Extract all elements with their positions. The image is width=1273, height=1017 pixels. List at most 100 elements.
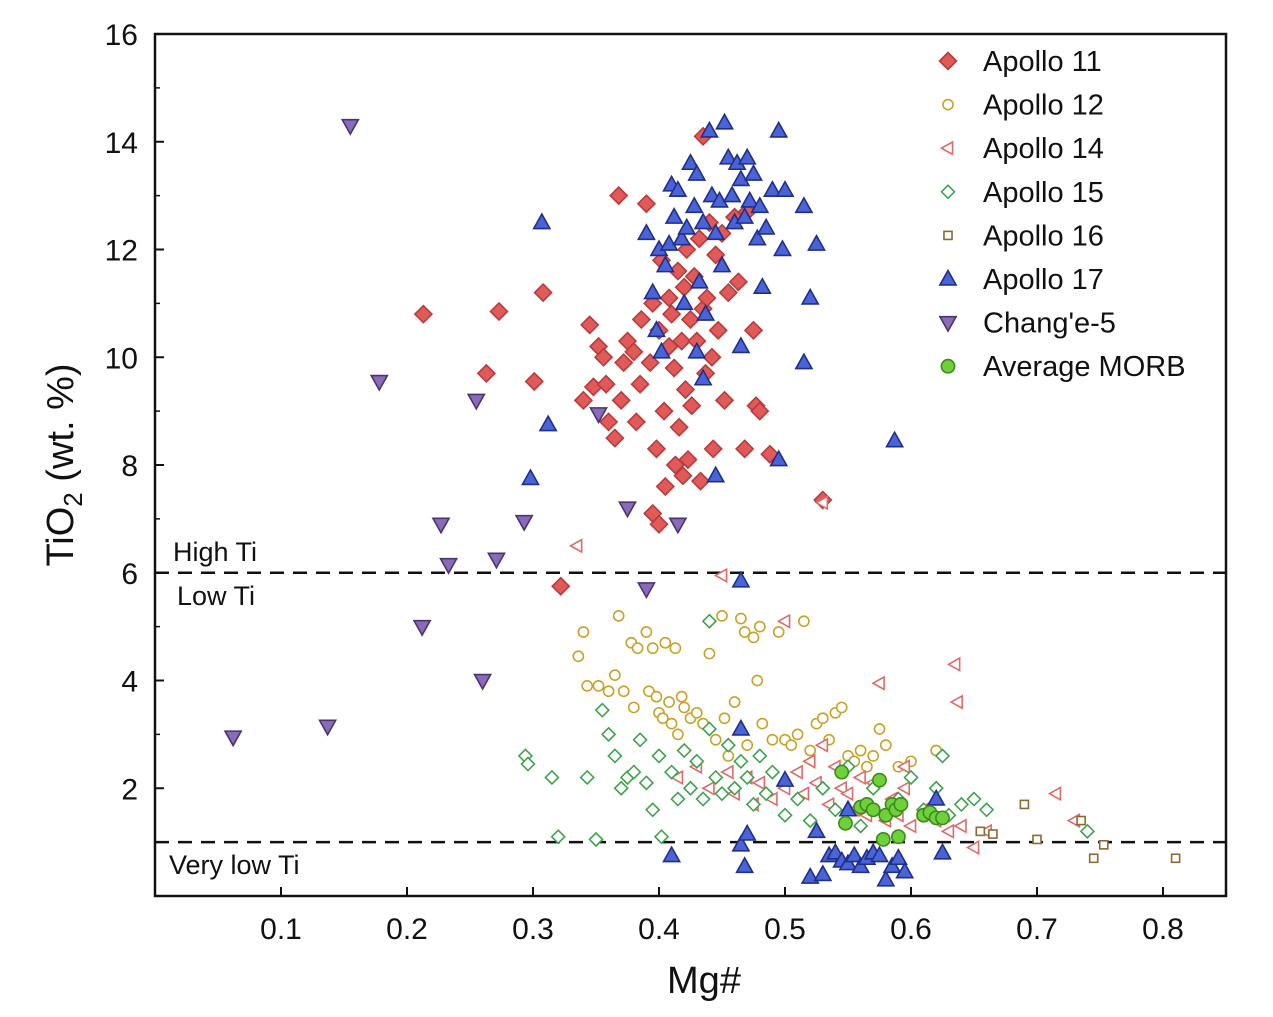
data-point <box>677 217 697 235</box>
data-point <box>580 315 600 335</box>
data-point <box>966 791 982 807</box>
data-point <box>870 845 889 863</box>
data-point <box>489 301 509 322</box>
data-point <box>690 706 703 719</box>
data-point <box>735 612 747 625</box>
data-point <box>696 304 716 321</box>
data-point <box>965 839 980 856</box>
data-point <box>791 728 804 741</box>
data-point <box>627 701 640 714</box>
data-point <box>745 796 762 813</box>
data-point <box>439 557 459 575</box>
axes: 0.1 0.2 0.3 0.4 0.5 0.6 0.7 0.8 2 4 6 8 10 12 14 16 <box>105 19 1184 946</box>
data-point <box>680 309 701 330</box>
data-point <box>769 120 789 138</box>
region-label-above-0: High Ti <box>173 537 257 567</box>
y-axis-title-main: TiO <box>40 507 82 567</box>
region-label-below-0: Low Ti <box>177 581 255 611</box>
data-point <box>752 277 772 294</box>
data-point <box>718 712 731 725</box>
data-point <box>882 856 902 874</box>
data-point <box>588 831 604 848</box>
data-point <box>674 293 694 311</box>
data-point <box>933 842 952 860</box>
data-point <box>731 570 751 588</box>
data-point <box>740 190 760 208</box>
data-point <box>340 118 360 136</box>
data-point <box>598 412 619 432</box>
data-point <box>577 626 590 638</box>
data-point <box>636 223 656 241</box>
data-point <box>789 764 803 780</box>
legend-marker <box>938 51 958 71</box>
data-point <box>640 626 653 638</box>
data-point <box>647 320 666 338</box>
data-point <box>701 721 718 737</box>
data-point <box>684 196 704 214</box>
data-point <box>743 320 764 340</box>
legend-label: Average MORB <box>983 351 1186 383</box>
legend-marker <box>940 358 956 374</box>
data-point <box>695 791 711 807</box>
data-point <box>600 726 617 743</box>
legend-label: Chang'e-5 <box>983 308 1116 340</box>
data-point <box>593 347 614 367</box>
data-point <box>879 739 892 752</box>
data-point <box>720 737 736 753</box>
data-point <box>854 744 867 757</box>
x-tick-label: 0.3 <box>512 913 554 946</box>
data-point <box>712 255 732 273</box>
data-point <box>872 772 887 788</box>
data-point <box>885 430 905 448</box>
y-axis-title-sub: 2 <box>58 492 88 506</box>
legend-marker <box>942 98 954 111</box>
data-point <box>762 180 782 197</box>
series-7 <box>834 764 950 847</box>
x-tick-label: 0.6 <box>890 913 932 946</box>
data-point <box>708 769 724 786</box>
data-point <box>659 636 672 649</box>
legend-marker <box>943 230 953 241</box>
data-point <box>871 675 885 691</box>
data-point <box>596 374 616 394</box>
data-point <box>794 196 814 214</box>
data-point <box>706 245 726 265</box>
data-point <box>626 764 642 780</box>
series-5 <box>521 112 952 887</box>
data-point <box>751 674 764 687</box>
data-point <box>668 180 688 197</box>
data-point <box>673 466 693 486</box>
data-point <box>844 845 864 863</box>
data-point <box>953 818 967 834</box>
x-tick-label: 0.7 <box>1016 913 1058 946</box>
data-point <box>592 680 605 692</box>
data-point <box>738 626 751 638</box>
data-point <box>682 396 702 416</box>
data-point <box>715 112 734 130</box>
data-point <box>701 780 715 796</box>
data-point <box>893 796 909 812</box>
legend-label: Apollo 11 <box>983 46 1102 78</box>
region-labels: High Ti Low Ti Very low Ti <box>169 537 300 880</box>
data-point <box>744 163 763 181</box>
data-point <box>728 272 749 292</box>
data-point <box>896 759 911 775</box>
data-point <box>612 609 625 622</box>
data-point <box>533 282 553 303</box>
data-point <box>672 228 692 246</box>
region-label-below-1: Very low Ti <box>169 850 300 880</box>
data-point <box>789 791 806 807</box>
data-point <box>903 769 919 786</box>
data-point <box>718 282 738 303</box>
data-point <box>675 690 688 703</box>
data-point <box>662 845 682 863</box>
data-point <box>473 673 493 691</box>
data-point <box>735 856 755 874</box>
data-point <box>1076 815 1086 826</box>
data-point <box>752 748 768 764</box>
y-axis-title: TiO2 (wt. %) <box>40 363 88 566</box>
data-point <box>902 818 917 834</box>
data-point <box>714 390 735 410</box>
x-tick-label: 0.4 <box>638 913 680 946</box>
data-point <box>785 739 798 752</box>
